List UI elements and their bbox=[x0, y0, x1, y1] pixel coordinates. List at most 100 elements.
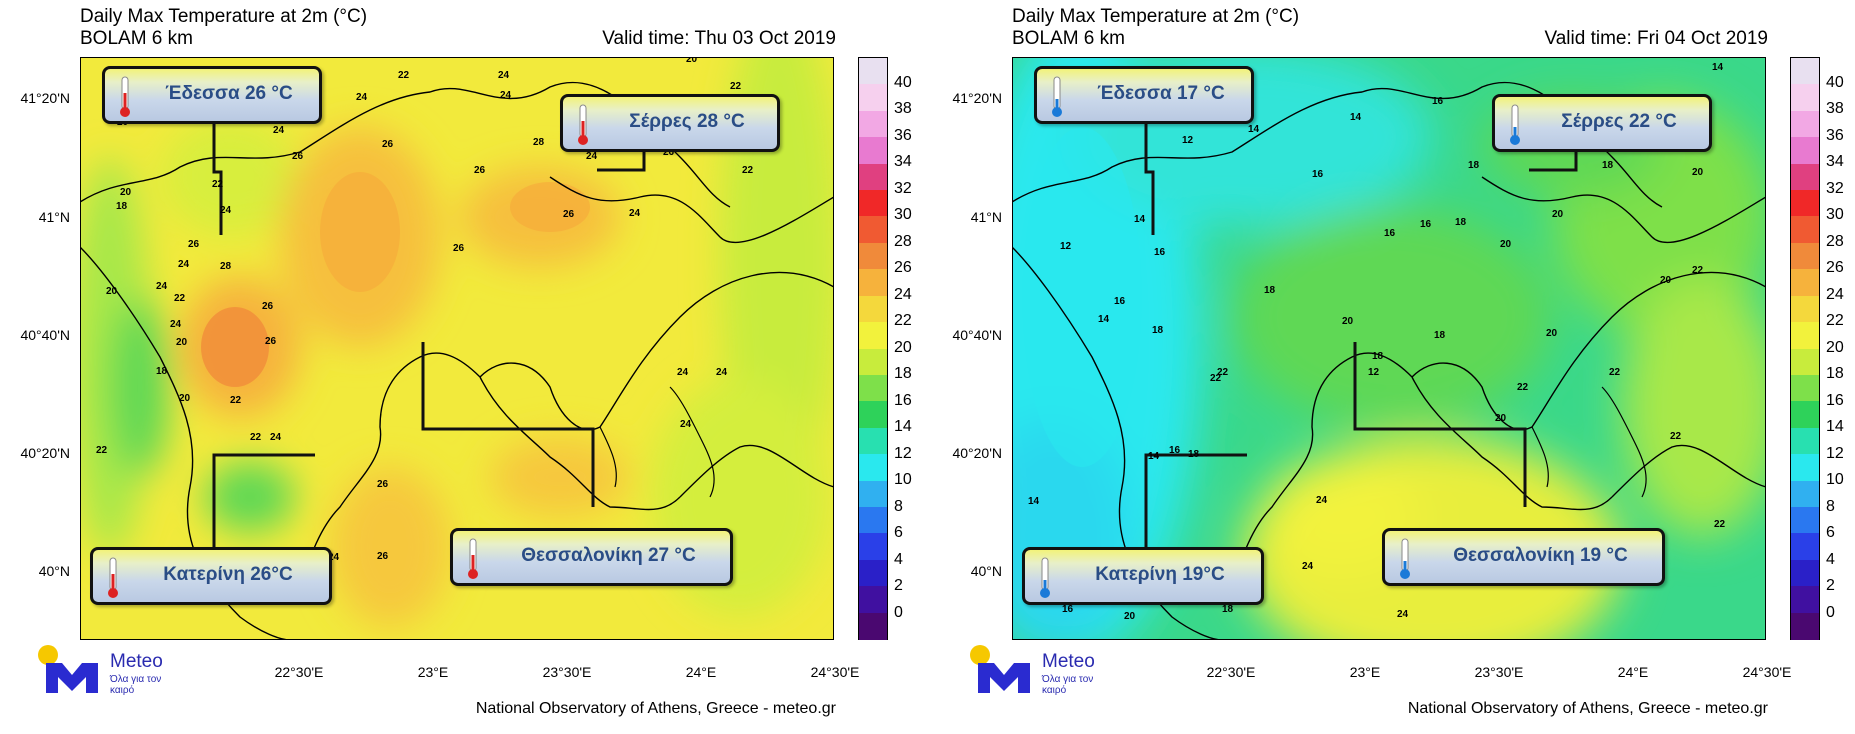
city-callout-katerini: Κατερίνη 26°C bbox=[90, 547, 332, 605]
legend-swatch bbox=[859, 322, 887, 350]
legend-swatch bbox=[1791, 110, 1819, 139]
contour-label: 14 bbox=[1098, 314, 1110, 325]
legend-swatch bbox=[859, 480, 887, 509]
contour-label: 18 bbox=[1434, 330, 1446, 341]
contour-label: 24 bbox=[156, 281, 168, 292]
legend-swatch bbox=[1791, 374, 1819, 403]
legend-swatch bbox=[1791, 269, 1819, 297]
map-panel-thursday: Daily Max Temperature at 2m (°C) BOLAM 6… bbox=[0, 0, 920, 734]
legend-tick-label: 12 bbox=[894, 444, 912, 462]
contour-label: 18 bbox=[116, 201, 128, 212]
legend-tick-label: 4 bbox=[1826, 550, 1835, 568]
city-callout-serres: Σέρρες 22 °C bbox=[1492, 94, 1712, 152]
color-legend bbox=[1790, 57, 1820, 641]
contour-label: 14 bbox=[1248, 124, 1260, 135]
legend-tick-label: 18 bbox=[894, 365, 912, 382]
contour-label: 16 bbox=[1154, 247, 1166, 258]
contour-label: 26 bbox=[474, 165, 486, 176]
contour-label: 22 bbox=[1210, 373, 1222, 384]
contour-label: 28 bbox=[533, 137, 545, 148]
legend-tick-label: 34 bbox=[894, 153, 912, 170]
legend-tick-label: 22 bbox=[1826, 312, 1844, 329]
contour-label: 22 bbox=[742, 165, 754, 176]
contour-label: 20 bbox=[179, 393, 191, 404]
x-axis-label: 23°30'E bbox=[1474, 664, 1524, 680]
contour-label: 16 bbox=[1169, 445, 1181, 456]
legend-tick-label: 40 bbox=[1826, 73, 1844, 91]
legend-swatch bbox=[1791, 242, 1819, 271]
contour-label: 16 bbox=[1384, 228, 1396, 239]
contour-label: 26 bbox=[453, 243, 465, 254]
contour-label: 14 bbox=[1350, 112, 1362, 123]
meteo-logo: Meteo Όλα για τον καιρό bbox=[36, 641, 176, 696]
legend-swatch bbox=[1791, 427, 1819, 456]
contour-label: 20 bbox=[176, 337, 188, 348]
color-legend bbox=[858, 57, 888, 641]
legend-tick-label: 2 bbox=[1826, 577, 1835, 594]
legend-tick-label: 22 bbox=[894, 312, 912, 329]
x-axis-label: 22°30'E bbox=[1206, 664, 1256, 680]
y-axis-label: 41°20'N bbox=[952, 90, 1002, 106]
contour-label: 18 bbox=[1222, 604, 1234, 615]
contour-label: 20 bbox=[1660, 275, 1672, 286]
legend-tick-label: 16 bbox=[894, 391, 912, 409]
contour-label: 22 bbox=[1692, 265, 1704, 276]
legend-swatch bbox=[1791, 295, 1819, 324]
contour-label: 20 bbox=[1495, 413, 1507, 424]
y-axis-label: 41°N bbox=[38, 209, 70, 225]
valid-time: Valid time: Fri 04 Oct 2019 bbox=[1544, 28, 1768, 49]
contour-label: 20 bbox=[1692, 167, 1704, 178]
legend-tick-label: 6 bbox=[1826, 524, 1835, 541]
city-callout-katerini: Κατερίνη 19°C bbox=[1022, 547, 1264, 605]
thermometer-icon bbox=[108, 557, 118, 598]
contour-label: 20 bbox=[1500, 239, 1512, 250]
legend-tick-label: 32 bbox=[894, 179, 912, 197]
contour-label: 22 bbox=[230, 395, 242, 406]
contour-label: 22 bbox=[730, 81, 742, 92]
credit-text: National Observatory of Athens, Greece -… bbox=[475, 700, 836, 717]
legend-swatch bbox=[859, 216, 887, 245]
temperature-map: 22 24 24 20 24 26 26 22 26 24 28 26 26 2… bbox=[80, 57, 834, 640]
legend-swatch bbox=[859, 559, 887, 588]
contour-label: 18 bbox=[156, 366, 168, 377]
meteo-logo: Meteo Όλα για τον καιρό bbox=[968, 641, 1108, 696]
legend-swatch bbox=[859, 506, 887, 535]
meteo-logo-icon bbox=[38, 645, 98, 693]
legend-swatch bbox=[859, 612, 887, 641]
contour-label: 16 bbox=[1432, 96, 1444, 107]
contour-label: 20 bbox=[1546, 328, 1558, 339]
contour-label: 22 bbox=[1517, 382, 1529, 393]
legend-tick-label: 38 bbox=[894, 100, 912, 117]
legend-tick-label: 0 bbox=[894, 603, 903, 621]
legend-swatch bbox=[1791, 322, 1819, 350]
legend-swatch bbox=[1791, 137, 1819, 165]
contour-label: 22 bbox=[96, 445, 108, 456]
x-axis-label: 24°30'E bbox=[1742, 664, 1792, 680]
meteo-logo-icon bbox=[970, 645, 1030, 693]
y-axis-label: 40°N bbox=[970, 563, 1002, 579]
city-callout-serres: Σέρρες 28 °C bbox=[560, 94, 780, 152]
city-temperature: Θεσσαλονίκη 19 °C bbox=[1453, 545, 1628, 566]
legend-swatch bbox=[859, 110, 887, 139]
city-temperature: Έδεσσα 26 °C bbox=[165, 83, 293, 104]
legend-tick-label: 12 bbox=[1826, 444, 1844, 462]
y-axis-label: 40°40'N bbox=[952, 327, 1002, 343]
thermometer-icon bbox=[1400, 538, 1410, 579]
model-name: BOLAM 6 km bbox=[1012, 28, 1125, 49]
credit-text: National Observatory of Athens, Greece -… bbox=[1407, 700, 1768, 717]
contour-label: 12 bbox=[1368, 367, 1380, 378]
contour-label: 16 bbox=[1420, 219, 1432, 230]
contour-label: 22 bbox=[212, 179, 224, 190]
contour-label: 26 bbox=[382, 139, 394, 150]
contour-label: 22 bbox=[174, 293, 186, 304]
x-axis-label: 24°E bbox=[685, 664, 717, 680]
contour-label: 24 bbox=[716, 367, 728, 378]
contour-label: 26 bbox=[188, 239, 200, 250]
contour-label: 16 bbox=[1062, 604, 1074, 615]
legend-tick-label: 36 bbox=[1826, 126, 1844, 144]
city-temperature: Σέρρες 28 °C bbox=[629, 111, 745, 132]
contour-label: 24 bbox=[677, 367, 689, 378]
legend-swatch bbox=[859, 295, 887, 324]
contour-label: 24 bbox=[170, 319, 182, 330]
legend-tick-label: 16 bbox=[1826, 391, 1844, 409]
